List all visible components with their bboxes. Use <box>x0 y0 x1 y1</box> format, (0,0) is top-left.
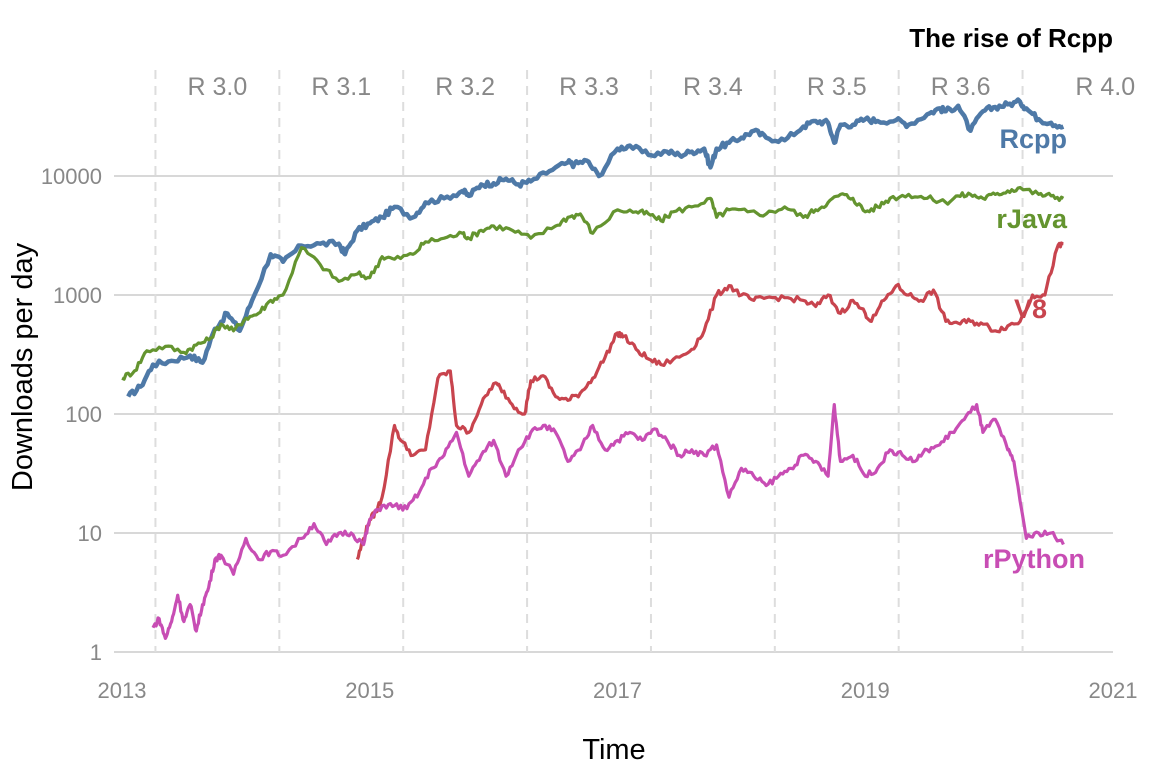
x-axis-ticks: 2013 2015 2017 2019 2021 <box>98 678 1138 703</box>
series-line-v8 <box>355 241 1064 560</box>
y-tick-label: 1 <box>90 640 102 665</box>
horizontal-gridlines <box>114 175 1113 653</box>
x-tick-label: 2021 <box>1089 678 1138 703</box>
series-lines <box>121 97 1065 640</box>
y-tick-label: 10 <box>78 521 102 546</box>
series-label-v8: V8 <box>1014 294 1047 324</box>
r-version-label: R 3.6 <box>931 73 991 101</box>
series-line-rjava <box>121 185 1065 381</box>
r-version-label: R 3.2 <box>435 73 495 101</box>
series-label-rcpp: Rcpp <box>1000 124 1068 154</box>
series-label-rpython: rPython <box>983 544 1085 574</box>
r-version-label: R 4.0 <box>1075 73 1135 101</box>
r-version-label: R 3.4 <box>683 73 743 101</box>
r-version-label: R 3.5 <box>807 73 867 101</box>
r-version-label: R 3.3 <box>559 73 619 101</box>
series-line-rcpp <box>126 97 1065 398</box>
x-tick-label: 2019 <box>841 678 890 703</box>
y-axis-ticks: 1 10 100 1000 10000 <box>41 164 102 665</box>
y-tick-label: 100 <box>65 402 102 427</box>
series-labels: Rcpp rJava V8 rPython <box>983 124 1085 574</box>
y-axis-title: Downloads per day <box>7 242 39 491</box>
x-tick-label: 2017 <box>593 678 642 703</box>
y-tick-label: 10000 <box>41 164 102 189</box>
r-version-label: R 3.0 <box>188 73 248 101</box>
x-tick-label: 2015 <box>345 678 394 703</box>
x-tick-label: 2013 <box>98 678 147 703</box>
y-tick-label: 1000 <box>53 283 102 308</box>
r-version-labels: R 3.0 R 3.1 R 3.2 R 3.3 R 3.4 R 3.5 R 3.6 R 4.0 <box>188 73 1136 101</box>
series-line-rpython <box>151 403 1065 640</box>
chart-title: The rise of Rcpp <box>909 23 1113 53</box>
x-axis-title: Time <box>582 734 645 766</box>
r-version-label: R 3.1 <box>311 73 371 101</box>
series-label-rjava: rJava <box>996 204 1068 234</box>
r-version-gridlines <box>154 70 1024 652</box>
